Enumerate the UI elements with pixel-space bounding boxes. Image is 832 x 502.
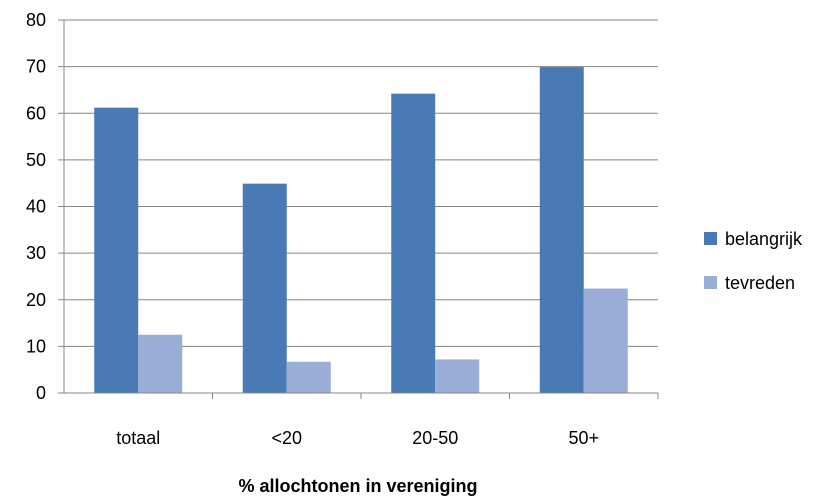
y-tick-label: 20	[26, 290, 46, 310]
legend-swatch-tevreden	[704, 276, 717, 289]
x-tick-labels: totaal <20 20-50 50+	[116, 428, 599, 448]
y-tick-label: 30	[26, 243, 46, 263]
x-tick-label: totaal	[116, 428, 160, 448]
y-tick-label: 80	[26, 10, 46, 30]
bar-tevreden-1	[286, 361, 331, 393]
y-tick-labels: 0 10 20 30 40 50 60 70 80	[26, 10, 46, 403]
bar-belangrijk-2	[391, 93, 436, 393]
legend-swatch-belangrijk	[704, 232, 717, 245]
legend-label-tevreden: tevreden	[725, 273, 795, 293]
bar-tevreden-0	[138, 334, 183, 393]
x-tick-label: <20	[271, 428, 302, 448]
y-tick-label: 10	[26, 336, 46, 356]
y-tick-label: 70	[26, 57, 46, 77]
y-tick-label: 40	[26, 197, 46, 217]
bar-tevreden-2	[435, 359, 480, 393]
x-tick-label: 20-50	[412, 428, 458, 448]
y-tick-label: 0	[36, 383, 46, 403]
bar-belangrijk-0	[94, 107, 139, 393]
legend: belangrijk tevreden	[704, 229, 803, 293]
legend-label-belangrijk: belangrijk	[725, 229, 803, 249]
x-axis-title: % allochtonen in vereniging	[238, 476, 477, 496]
bar-belangrijk-1	[242, 183, 287, 393]
axes	[63, 20, 659, 399]
y-tick-label: 60	[26, 103, 46, 123]
bars	[94, 67, 628, 393]
bar-tevreden-3	[583, 288, 628, 393]
bar-belangrijk-3	[539, 67, 584, 393]
y-tick-label: 50	[26, 150, 46, 170]
x-tick-label: 50+	[568, 428, 599, 448]
